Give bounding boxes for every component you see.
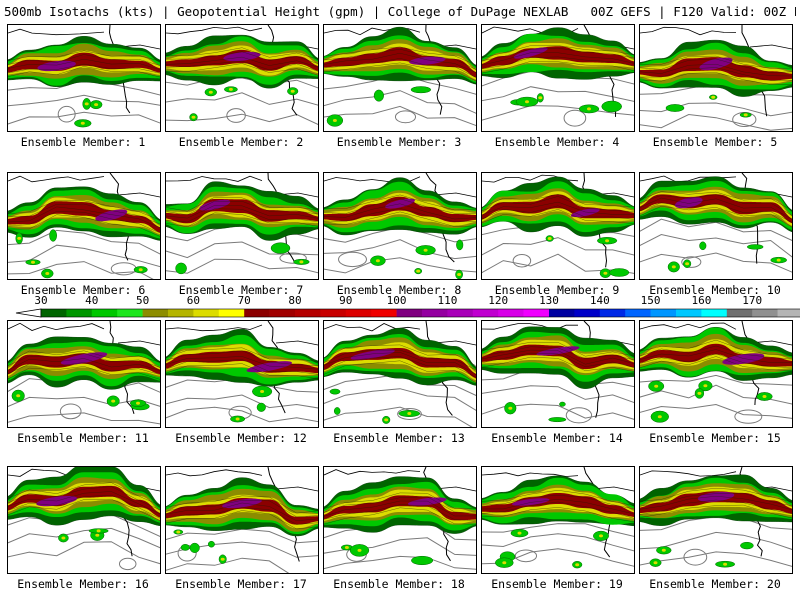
- title-product: 500mb Isotachs (kts) | Geopotential Heig…: [4, 4, 569, 19]
- isotach-height-map: [482, 321, 634, 424]
- isotach-height-map: [640, 321, 792, 424]
- ensemble-member-map: [323, 466, 477, 574]
- ensemble-member-map: [323, 24, 477, 132]
- isotach-height-map: [482, 25, 634, 127]
- colorbar-tick-label: 150: [640, 294, 661, 307]
- colorbar-tick-label: 60: [186, 294, 201, 307]
- ensemble-member-map: [165, 24, 319, 132]
- ensemble-member-map: [165, 320, 319, 428]
- ensemble-member-map: [639, 172, 793, 280]
- ensemble-member-label: Ensemble Member: 14: [491, 431, 623, 445]
- isotach-height-map: [166, 321, 318, 423]
- ensemble-member-map: [481, 172, 635, 280]
- ensemble-member-map: [323, 320, 477, 428]
- ensemble-member-map: [639, 466, 793, 574]
- isotach-height-map: [8, 321, 160, 425]
- ensemble-member-label: Ensemble Member: 19: [491, 577, 623, 591]
- colorbar-tick-label: 120: [488, 294, 509, 307]
- ensemble-member-label: Ensemble Member: 15: [649, 431, 781, 445]
- colorbar-tick-label: 160: [691, 294, 712, 307]
- isotach-height-map: [324, 467, 476, 570]
- ensemble-member-map: [7, 172, 161, 280]
- colorbar-scale: [15, 308, 800, 318]
- colorbar-tick-label: 170: [742, 294, 763, 307]
- ensemble-member-label: Ensemble Member: 17: [175, 577, 307, 591]
- ensemble-member-map: [639, 320, 793, 428]
- colorbar-tick-label: 50: [135, 294, 150, 307]
- isotach-height-map: [482, 173, 634, 278]
- ensemble-member-label: Ensemble Member: 13: [333, 431, 465, 445]
- ensemble-member-label: Ensemble Member: 6: [20, 283, 146, 297]
- isotach-height-map: [166, 173, 318, 275]
- ensemble-member-label: Ensemble Member: 18: [333, 577, 465, 591]
- colorbar-tick-label: 140: [589, 294, 610, 307]
- colorbar-tick-label: 40: [85, 294, 99, 307]
- ensemble-member-map: [481, 24, 635, 132]
- colorbar-tick-label: 100: [386, 294, 407, 307]
- map-title: 500mb Isotachs (kts) | Geopotential Heig…: [4, 4, 796, 20]
- ensemble-member-label: Ensemble Member: 12: [175, 431, 307, 445]
- colorbar-tick-label: 80: [288, 294, 302, 307]
- ensemble-member-map: [323, 172, 477, 280]
- ensemble-member-map: [7, 466, 161, 574]
- colorbar-tick-label: 70: [237, 294, 251, 307]
- colorbar-tick-label: 110: [437, 294, 458, 307]
- isotach-height-map: [166, 25, 318, 126]
- isotach-colorbar: 30 40 50 60 70 80 90 100 110 120 130 140 150 160 170: [0, 295, 800, 321]
- ensemble-member-label: Ensemble Member: 11: [17, 431, 149, 445]
- isotach-height-map: [8, 173, 160, 279]
- ensemble-member-label: Ensemble Member: 10: [649, 283, 781, 297]
- ensemble-member-map: [7, 320, 161, 428]
- isotach-height-map: [166, 467, 318, 573]
- ensemble-member-label: Ensemble Member: 1: [20, 135, 146, 149]
- isotach-height-map: [324, 25, 476, 127]
- isotach-height-map: [640, 173, 792, 273]
- ensemble-member-label: Ensemble Member: 4: [494, 135, 620, 149]
- isotach-height-map: [8, 25, 160, 128]
- colorbar-tick-label: 130: [539, 294, 559, 307]
- ensemble-member-label: Ensemble Member: 8: [336, 283, 462, 297]
- ensemble-member-map: [481, 320, 635, 428]
- isotach-height-map: [324, 321, 476, 427]
- ensemble-member-label: Ensemble Member: 3: [336, 135, 462, 149]
- ensemble-member-map: [7, 24, 161, 132]
- ensemble-member-map: [165, 172, 319, 280]
- isotach-height-map: [640, 467, 792, 568]
- isotach-height-map: [482, 467, 634, 569]
- ensemble-member-label: Ensemble Member: 9: [494, 283, 620, 297]
- title-run-valid: 00Z GEFS | F120 Valid: 00Z FRI NOV 21 20…: [590, 4, 796, 19]
- isotach-height-map: [324, 173, 476, 279]
- ensemble-member-label: Ensemble Member: 16: [17, 577, 149, 591]
- colorbar-tick-label: 30: [34, 294, 48, 307]
- ensemble-member-label: Ensemble Member: 20: [649, 577, 781, 591]
- ensemble-member-label: Ensemble Member: 7: [178, 283, 304, 297]
- ensemble-member-label: Ensemble Member: 5: [652, 135, 778, 149]
- ensemble-member-map: [165, 466, 319, 574]
- isotach-height-map: [8, 467, 160, 571]
- colorbar-tick-label: 90: [339, 294, 353, 307]
- ensemble-member-map: [639, 24, 793, 132]
- isotach-height-map: [640, 25, 792, 131]
- ensemble-member-label: Ensemble Member: 2: [178, 135, 304, 149]
- ensemble-member-map: [481, 466, 635, 574]
